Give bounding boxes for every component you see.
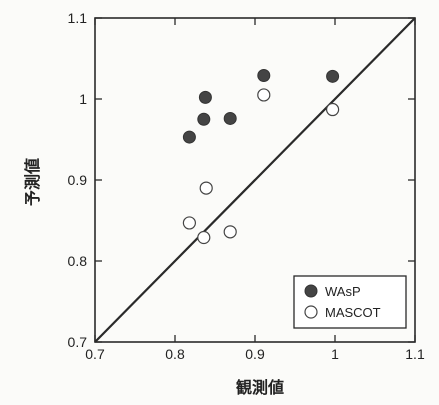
wasp-point-5 bbox=[326, 69, 340, 83]
legend-marker-wasp bbox=[304, 284, 318, 298]
wasp-point-0 bbox=[182, 130, 196, 144]
y-axis-label: 予測値 bbox=[23, 158, 42, 206]
mascot-point-3 bbox=[223, 225, 237, 239]
points-layer bbox=[182, 69, 340, 245]
mascot-point-1 bbox=[197, 230, 211, 245]
y-tick-label-1: 0.8 bbox=[68, 253, 88, 269]
y-tick-label-4: 1.1 bbox=[68, 10, 88, 26]
plot-frame bbox=[94, 17, 416, 343]
x-tick-label-2: 0.9 bbox=[245, 346, 265, 362]
reference-line bbox=[94, 17, 416, 343]
mascot-point-0 bbox=[182, 216, 196, 230]
mascot-point-4 bbox=[257, 88, 271, 102]
x-tick-label-3: 1 bbox=[331, 346, 339, 362]
tick-labels-layer: 0.7 0.8 0.9 1 1.1 0.7 0.8 0.9 1 1.1 bbox=[68, 10, 425, 362]
wasp-point-1 bbox=[197, 112, 211, 126]
legend-box bbox=[293, 275, 407, 329]
x-tick-label-0: 0.7 bbox=[85, 346, 105, 362]
legend-label-wasp: WAsP bbox=[325, 284, 361, 299]
y-tick-label-2: 0.9 bbox=[68, 172, 88, 188]
x-axis-label: 観測値 bbox=[236, 378, 284, 397]
mascot-point-5 bbox=[326, 102, 340, 117]
legend: WAsP MASCOT bbox=[293, 275, 407, 329]
wasp-point-3 bbox=[223, 111, 237, 125]
wasp-point-4 bbox=[257, 69, 271, 83]
legend-label-mascot: MASCOT bbox=[325, 305, 381, 320]
legend-marker-mascot bbox=[304, 305, 318, 319]
mascot-point-2 bbox=[199, 181, 213, 195]
wasp-point-2 bbox=[198, 90, 212, 104]
y-tick-label-3: 1 bbox=[79, 91, 87, 107]
x-tick-label-1: 0.8 bbox=[165, 346, 185, 362]
x-tick-label-4: 1.1 bbox=[405, 346, 425, 362]
y-tick-label-0: 0.7 bbox=[68, 334, 88, 350]
